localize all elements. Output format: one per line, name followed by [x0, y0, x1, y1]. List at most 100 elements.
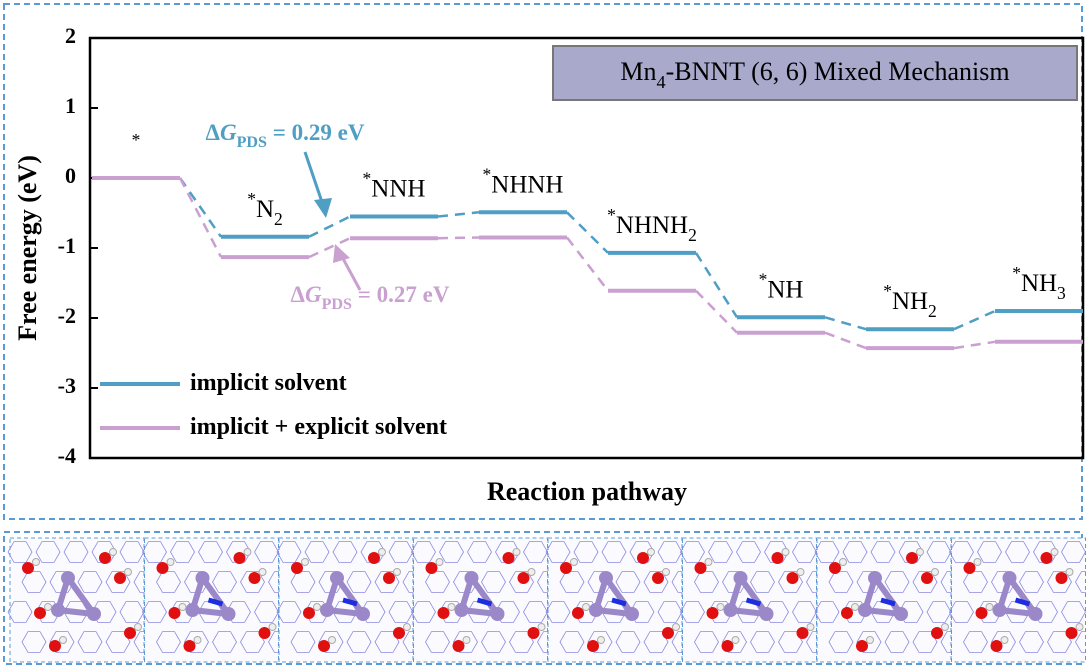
- lattice-hexagon: [388, 541, 414, 563]
- lattice-hexagon: [290, 571, 316, 593]
- h-atom: [1065, 568, 1074, 576]
- h-atom: [796, 568, 805, 576]
- o-atom: [114, 572, 126, 584]
- connector: [178, 177, 223, 258]
- lattice-hexagon: [828, 571, 854, 593]
- lattice-hexagon: [601, 541, 627, 563]
- lattice-hexagon: [792, 601, 817, 623]
- connector: [824, 331, 867, 350]
- h-atom: [109, 548, 117, 556]
- o-atom: [652, 572, 664, 584]
- o-atom: [841, 607, 853, 619]
- connector: [437, 211, 480, 218]
- lattice-hexagon: [360, 541, 386, 563]
- o-atom: [796, 627, 809, 639]
- lattice-hexagon: [495, 541, 520, 563]
- lattice-hexagon: [198, 541, 223, 563]
- o-atom: [425, 562, 438, 574]
- arrow: [303, 151, 326, 209]
- o-atom: [368, 552, 380, 564]
- h-atom: [124, 568, 132, 576]
- h-atom: [1000, 636, 1009, 644]
- h-atom: [258, 568, 267, 576]
- o-atom: [706, 607, 719, 619]
- category-label: *NH3: [1012, 263, 1066, 303]
- lattice-hexagon: [425, 631, 450, 653]
- lattice-hexagon: [481, 631, 506, 653]
- h-atom: [328, 636, 336, 644]
- connector: [953, 309, 996, 331]
- lattice-hexagon: [346, 571, 372, 593]
- mn-atom: [61, 571, 75, 585]
- h-atom: [839, 558, 847, 566]
- h-atom: [1075, 623, 1084, 631]
- y-tick-label: -4: [58, 443, 76, 468]
- lattice-hexagon: [680, 601, 705, 623]
- mn-atom: [464, 571, 479, 585]
- h-atom: [166, 558, 175, 566]
- lattice-hexagon: [77, 631, 103, 653]
- lattice-hexagon: [1005, 541, 1030, 563]
- o-atom: [963, 562, 976, 574]
- lattice-hexagon: [778, 631, 803, 653]
- mn-atom: [625, 607, 639, 621]
- lattice-hexagon: [467, 541, 492, 563]
- o-atom: [771, 552, 784, 564]
- lattice-hexagon: [290, 631, 316, 653]
- h-atom: [193, 636, 202, 644]
- lattice-hexagon: [842, 541, 868, 563]
- mn-cluster: [995, 571, 1042, 618]
- category-label: *NHNH: [483, 164, 564, 198]
- h-atom: [931, 568, 939, 576]
- mn-atom: [87, 607, 101, 621]
- connector: [566, 236, 609, 292]
- h-atom: [806, 623, 815, 631]
- o-atom: [517, 572, 530, 584]
- h-atom: [662, 568, 670, 576]
- lattice-hexagon: [212, 571, 237, 593]
- category-label: *NHNH2: [607, 205, 697, 245]
- o-atom: [258, 627, 271, 639]
- lattice-hexagon: [523, 601, 548, 623]
- mn-atom: [894, 607, 908, 621]
- o-atom: [318, 640, 330, 652]
- lattice-hexagon: [926, 541, 952, 563]
- h-atom: [447, 603, 456, 611]
- lattice-hexagon: [963, 571, 988, 593]
- lattice-hexagon: [1047, 571, 1072, 593]
- category-label: *NH2: [883, 281, 937, 321]
- h-atom: [851, 603, 859, 611]
- lattice-hexagon: [156, 631, 181, 653]
- h-atom: [731, 636, 740, 644]
- h-atom: [647, 548, 655, 556]
- lattice-hexagon: [643, 631, 669, 653]
- o-atom: [34, 607, 46, 619]
- structure-panels: [7, 537, 1086, 663]
- mn-atom: [320, 603, 334, 617]
- connector: [824, 316, 867, 331]
- lattice-hexagon: [1061, 601, 1086, 623]
- o-atom: [572, 607, 584, 619]
- lattice-hexagon: [949, 601, 974, 623]
- o-atom: [931, 627, 943, 639]
- o-atom: [437, 607, 450, 619]
- o-atom: [587, 640, 599, 652]
- connector: [694, 252, 739, 318]
- lattice-hexagon: [828, 631, 854, 653]
- mn-atom: [1002, 571, 1017, 585]
- mn-atom: [992, 603, 1007, 617]
- lattice-hexagon: [425, 571, 450, 593]
- y-tick-label: 2: [65, 23, 76, 48]
- lattice-hexagon: [1033, 541, 1058, 563]
- chart-title: Mn4-BNNT (6, 6) Mixed Mechanism: [620, 57, 1009, 92]
- mn-atom: [51, 603, 65, 617]
- mn-atom: [490, 607, 505, 621]
- lattice-hexagon: [750, 631, 775, 653]
- h-atom: [393, 568, 401, 576]
- connector: [308, 215, 351, 238]
- mn-cluster: [54, 571, 101, 618]
- lattice-hexagon: [7, 601, 33, 623]
- mn-atom: [599, 571, 613, 585]
- mn-atom: [733, 571, 748, 585]
